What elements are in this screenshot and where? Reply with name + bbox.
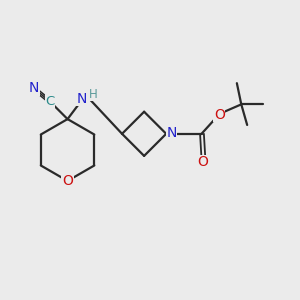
Text: O: O bbox=[62, 174, 73, 188]
Text: O: O bbox=[198, 155, 208, 170]
Text: N: N bbox=[77, 92, 87, 106]
Text: H: H bbox=[88, 88, 97, 101]
Text: C: C bbox=[45, 95, 55, 108]
Text: N: N bbox=[166, 126, 177, 140]
Text: N: N bbox=[28, 81, 39, 95]
Text: O: O bbox=[214, 108, 225, 122]
